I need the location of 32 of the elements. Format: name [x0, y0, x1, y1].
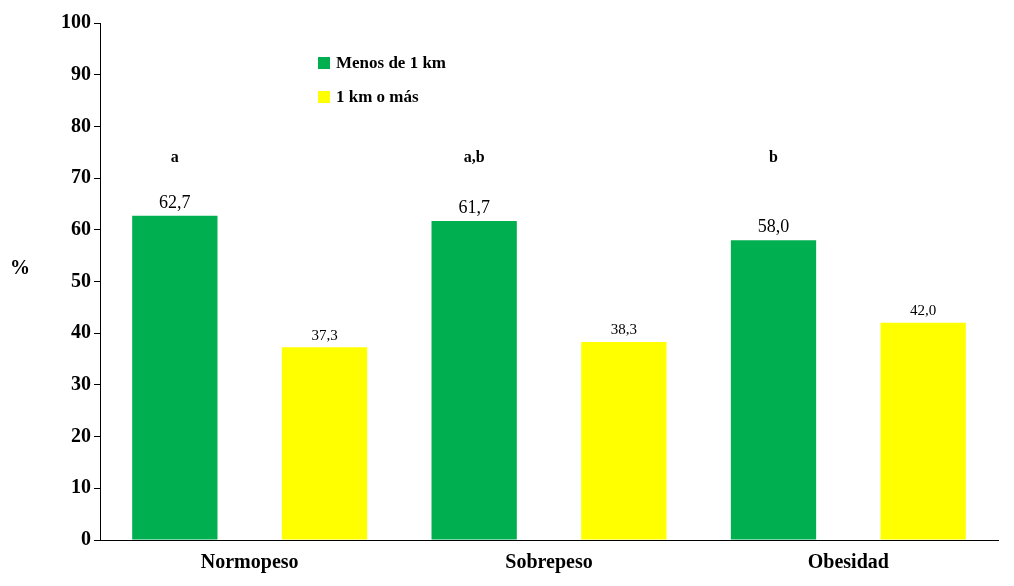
y-tick-label: 60: [71, 216, 91, 239]
y-tick-label: 80: [71, 113, 91, 136]
bar: [132, 215, 218, 540]
annotation: a: [170, 147, 179, 165]
bar: [880, 322, 966, 540]
data-label: 42,0: [910, 302, 937, 319]
x-tick-label: Normopeso: [200, 550, 299, 574]
y-tick-label: 70: [71, 165, 91, 188]
y-tick-label: 10: [71, 475, 91, 498]
data-label: 37,3: [311, 326, 338, 343]
y-tick-label: 50: [71, 268, 91, 291]
data-label: 58,0: [757, 215, 790, 236]
data-label: 38,3: [610, 321, 637, 338]
y-axis-title: %: [10, 256, 30, 279]
bar: [431, 221, 517, 540]
y-tick-label: 0: [81, 527, 91, 550]
bar: [581, 341, 667, 540]
bar: [730, 240, 817, 540]
x-tick-label: Obesidad: [807, 550, 889, 573]
y-tick-label: 90: [71, 61, 91, 84]
x-tick-label: Sobrepeso: [505, 550, 593, 574]
annotation: b: [769, 147, 779, 165]
y-tick-label: 40: [71, 320, 91, 343]
annotation: a,b: [463, 147, 485, 165]
y-tick-label: 100: [61, 10, 91, 33]
y-tick-label: 30: [71, 372, 91, 395]
data-label: 61,7: [458, 196, 490, 217]
data-label: 62,7: [159, 191, 191, 212]
bar: [281, 347, 368, 540]
legend-label: Menos de 1 km: [336, 53, 447, 73]
y-tick-label: 20: [71, 423, 91, 446]
legend-label: 1 km o más: [336, 87, 419, 107]
